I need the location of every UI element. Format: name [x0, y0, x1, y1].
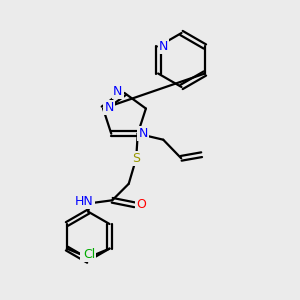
Text: N: N	[138, 127, 148, 140]
Text: S: S	[132, 152, 140, 165]
Text: HN: HN	[75, 195, 94, 208]
Text: Cl: Cl	[83, 248, 95, 261]
Text: Cl: Cl	[81, 248, 93, 261]
Text: N: N	[159, 40, 168, 53]
Text: N: N	[113, 85, 123, 98]
Text: N: N	[104, 100, 114, 113]
Text: O: O	[136, 198, 146, 211]
